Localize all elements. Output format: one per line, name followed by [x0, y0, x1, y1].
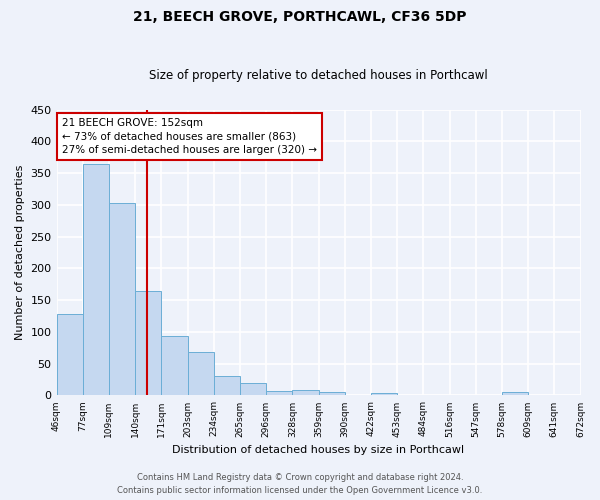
Text: 21, BEECH GROVE, PORTHCAWL, CF36 5DP: 21, BEECH GROVE, PORTHCAWL, CF36 5DP [133, 10, 467, 24]
Bar [240, 384, 266, 396]
Bar [161, 336, 188, 396]
Bar [319, 392, 345, 396]
Text: Contains HM Land Registry data © Crown copyright and database right 2024.
Contai: Contains HM Land Registry data © Crown c… [118, 474, 482, 495]
Title: Size of property relative to detached houses in Porthcawl: Size of property relative to detached ho… [149, 69, 488, 82]
Bar [214, 376, 240, 396]
Bar [135, 291, 161, 396]
Bar [56, 314, 83, 396]
Text: 21 BEECH GROVE: 152sqm
← 73% of detached houses are smaller (863)
27% of semi-de: 21 BEECH GROVE: 152sqm ← 73% of detached… [62, 118, 317, 154]
Bar [109, 203, 135, 396]
Bar [266, 391, 292, 396]
X-axis label: Distribution of detached houses by size in Porthcawl: Distribution of detached houses by size … [172, 445, 464, 455]
Bar [292, 390, 319, 396]
Bar [502, 392, 528, 396]
Bar [371, 393, 397, 396]
Y-axis label: Number of detached properties: Number of detached properties [15, 165, 25, 340]
Bar [83, 164, 109, 396]
Bar [188, 352, 214, 396]
